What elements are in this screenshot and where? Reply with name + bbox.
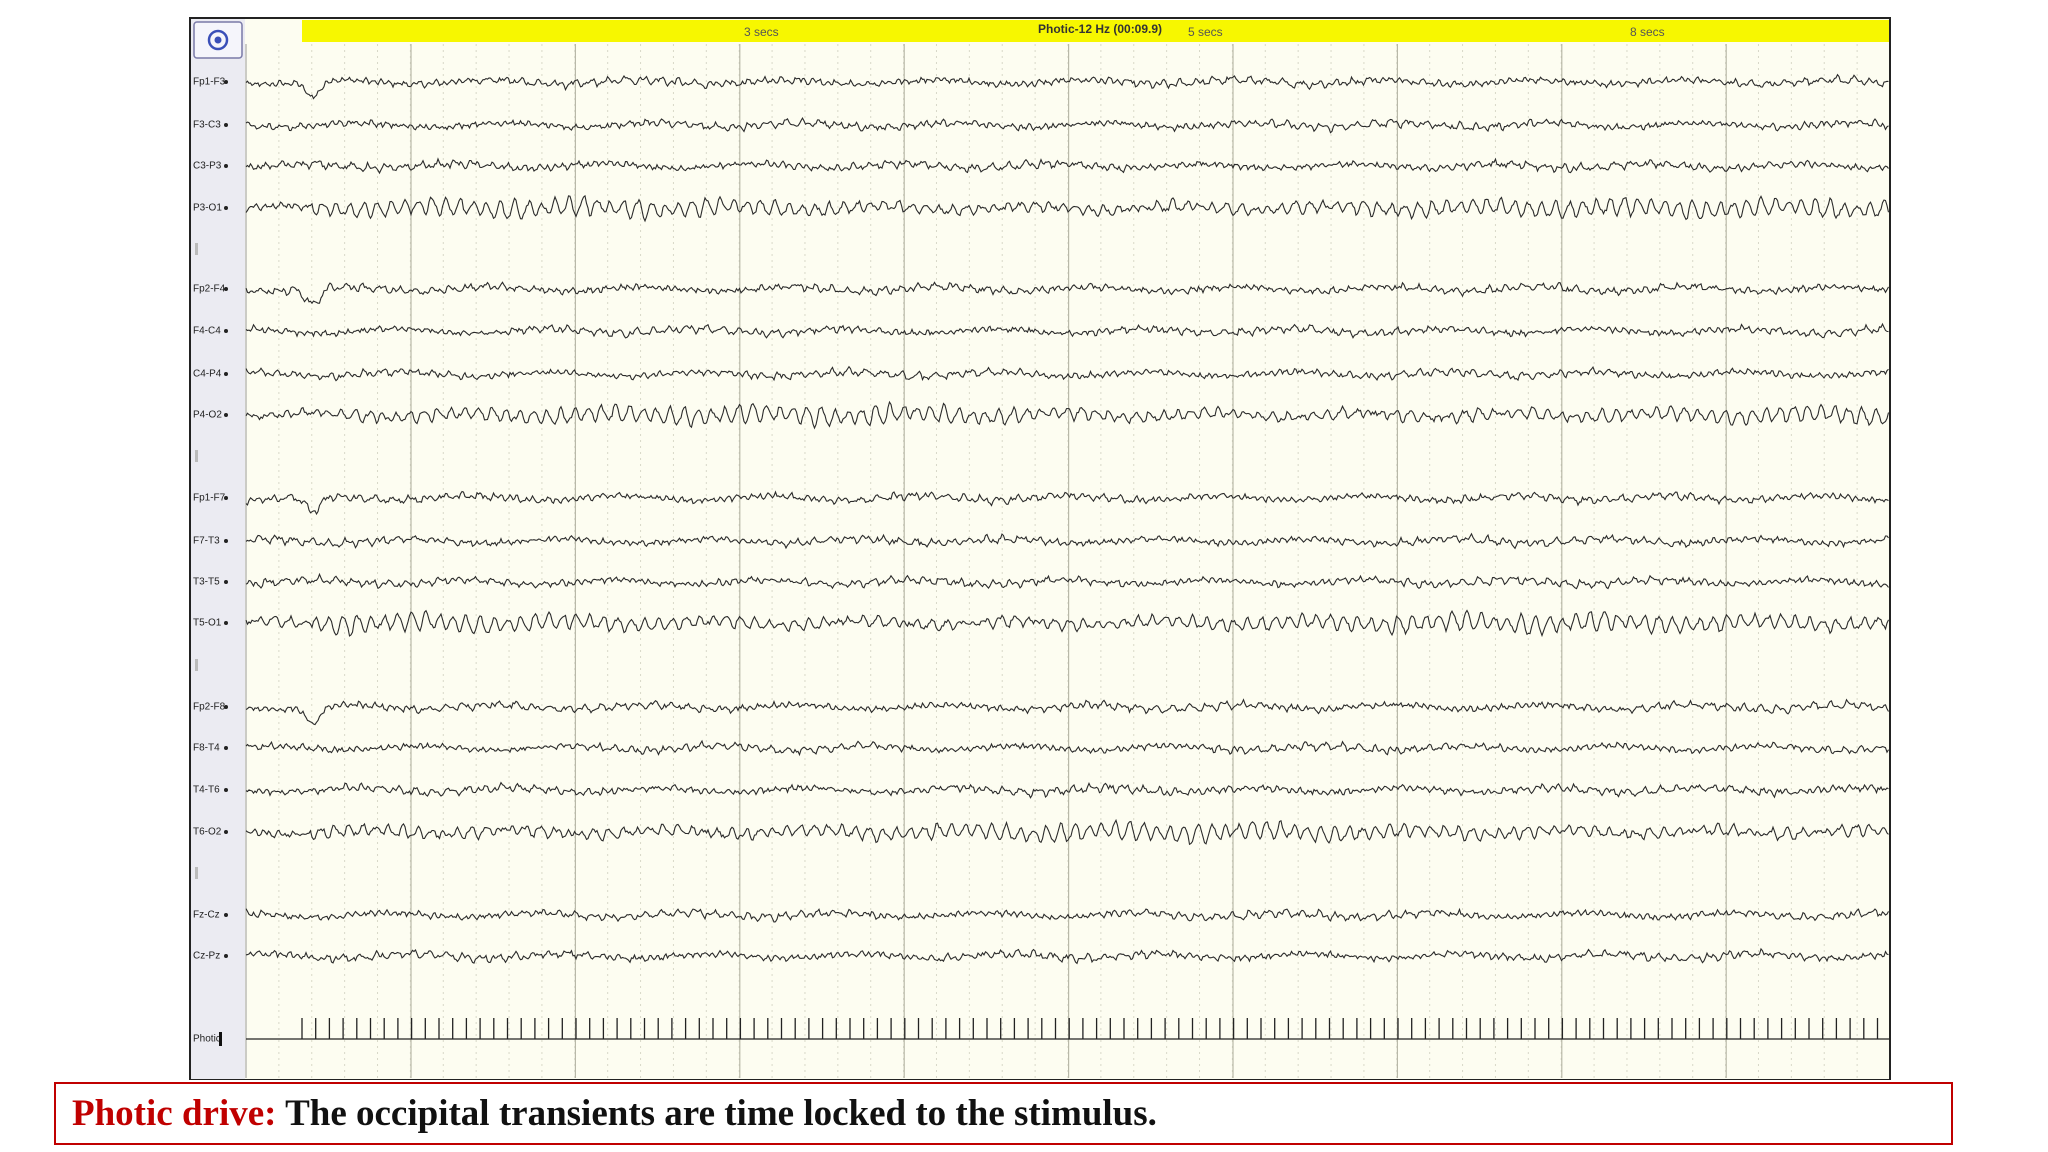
channel-label: C4-P4 bbox=[193, 369, 222, 380]
group-separator bbox=[195, 450, 198, 462]
channel-label: Fp2-F4 bbox=[193, 284, 226, 295]
caption-text: The occipital transients are time locked… bbox=[285, 1093, 1157, 1134]
label-marker bbox=[224, 413, 228, 417]
eeg-trace bbox=[245, 157, 1889, 175]
eeg-trace bbox=[245, 322, 1889, 339]
eeg-trace bbox=[245, 739, 1889, 757]
label-marker bbox=[224, 788, 228, 792]
settings-icon bbox=[207, 29, 229, 51]
label-marker bbox=[224, 539, 228, 543]
label-marker bbox=[224, 705, 228, 709]
label-column bbox=[191, 19, 245, 1079]
channel-label: C3-P3 bbox=[193, 161, 222, 172]
group-separator bbox=[195, 867, 198, 879]
eeg-viewer: 3 secs Photic-12 Hz (00:09.9) 5 secs 8 s… bbox=[189, 17, 1891, 1080]
label-marker bbox=[224, 913, 228, 917]
group-separator bbox=[195, 243, 198, 255]
group-separator bbox=[195, 659, 198, 671]
eeg-trace bbox=[245, 698, 1889, 726]
eeg-trace bbox=[245, 532, 1889, 550]
eeg-trace bbox=[245, 490, 1889, 516]
channel-label: Fz-Cz bbox=[193, 910, 220, 921]
label-marker bbox=[224, 746, 228, 750]
channels: Fp1-F3 F3-C3 C3-P3 P3-O1 Fp2-F4 F4-C4 C4-P4 P4-… bbox=[193, 73, 1890, 1046]
channel-label: F4-C4 bbox=[193, 326, 221, 337]
plot-frame bbox=[189, 17, 1891, 1080]
label-marker bbox=[224, 329, 228, 333]
time-mark: 3 secs bbox=[744, 25, 779, 39]
channel-label: T4-T6 bbox=[193, 785, 220, 796]
eeg-trace bbox=[245, 194, 1890, 223]
label-marker bbox=[224, 287, 228, 291]
channel-label: Photic bbox=[193, 1034, 221, 1045]
channel-label: T3-T5 bbox=[193, 577, 220, 588]
channel-label: F3-C3 bbox=[193, 120, 221, 131]
caption: Photic drive: The occipital transients a… bbox=[54, 1082, 1953, 1145]
channel-label: P3-O1 bbox=[193, 203, 222, 214]
time-mark: 8 secs bbox=[1630, 25, 1665, 39]
time-mark: 5 secs bbox=[1188, 25, 1223, 39]
grid bbox=[195, 44, 1858, 1078]
channel-label: Cz-Pz bbox=[193, 951, 220, 962]
eeg-trace bbox=[245, 609, 1890, 638]
channel-label: T5-O1 bbox=[193, 618, 222, 629]
channel-label: T6-O2 bbox=[193, 827, 222, 838]
label-marker bbox=[224, 123, 228, 127]
event-label: Photic-12 Hz (00:09.9) bbox=[1038, 22, 1162, 36]
event-bar bbox=[302, 20, 1889, 42]
label-marker bbox=[224, 954, 228, 958]
channel-label: Fp2-F8 bbox=[193, 702, 226, 713]
label-marker bbox=[224, 496, 228, 500]
eeg-trace bbox=[245, 818, 1889, 846]
eeg-trace bbox=[245, 116, 1889, 134]
channel-label: P4-O2 bbox=[193, 410, 222, 421]
settings-icon-dot bbox=[214, 36, 222, 44]
eeg-trace bbox=[245, 907, 1889, 923]
eeg-trace bbox=[245, 781, 1889, 799]
channel-label: Fp1-F7 bbox=[193, 493, 226, 504]
eeg-trace bbox=[245, 73, 1889, 100]
channel-label: F7-T3 bbox=[193, 536, 220, 547]
label-marker bbox=[224, 580, 228, 584]
label-marker bbox=[224, 372, 228, 376]
caption-label: Photic drive: bbox=[72, 1093, 277, 1134]
eeg-trace bbox=[245, 365, 1889, 382]
label-marker bbox=[224, 621, 228, 625]
eeg-trace bbox=[245, 572, 1889, 590]
eeg-trace bbox=[245, 947, 1889, 965]
label-marker bbox=[224, 830, 228, 834]
label-marker bbox=[224, 80, 228, 84]
eeg-trace bbox=[245, 281, 1889, 305]
label-marker bbox=[224, 206, 228, 210]
label-marker bbox=[224, 164, 228, 168]
eeg-trace bbox=[245, 400, 1890, 430]
label-marker bbox=[219, 1032, 222, 1046]
channel-label: Fp1-F3 bbox=[193, 77, 226, 88]
channel-label: F8-T4 bbox=[193, 743, 220, 754]
photic-pulses bbox=[301, 1018, 1879, 1039]
